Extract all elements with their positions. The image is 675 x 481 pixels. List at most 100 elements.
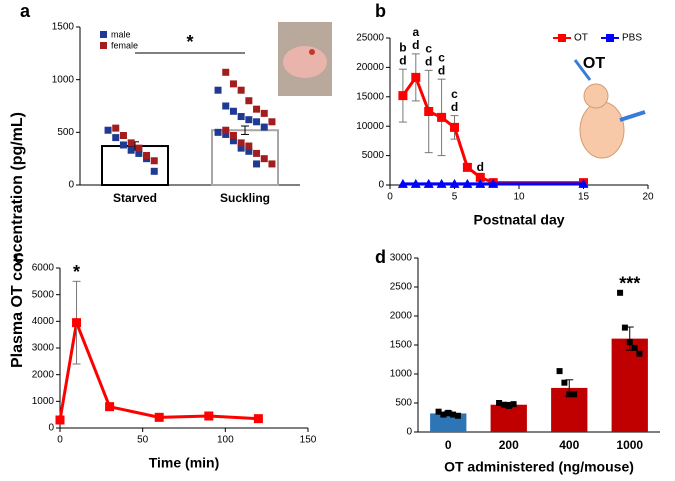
data-point (127, 139, 135, 147)
point-label: d (438, 63, 445, 77)
legend-label: male (111, 29, 131, 39)
data-point (510, 401, 517, 408)
marker (475, 178, 486, 188)
data-point (245, 142, 253, 150)
marker (462, 162, 472, 172)
x-tick-label: 400 (559, 438, 579, 452)
data-point (135, 144, 143, 152)
data-point (229, 80, 237, 88)
x-tick-label: 100 (217, 435, 234, 446)
marker (450, 122, 459, 132)
data-point (496, 400, 503, 406)
point-label: d (412, 38, 419, 52)
y-tick-label: 5000 (362, 150, 385, 161)
y-tick-label: 10000 (356, 121, 384, 132)
y-tick-label: 0 (48, 423, 54, 434)
photo-inset (278, 22, 332, 96)
data-point (571, 391, 578, 398)
y-tick-label: 20000 (356, 62, 384, 73)
y-tick-label: 25000 (356, 33, 384, 44)
data-point (617, 289, 624, 296)
data-point (636, 350, 643, 357)
marker (154, 412, 164, 422)
data-point (237, 139, 245, 147)
point-label: c (438, 50, 445, 64)
y-tick-label: 500 (395, 398, 412, 409)
figure-ylabel: Plasma OT concentration (pg/mL) (9, 112, 26, 368)
y-tick-label: 0 (406, 427, 412, 438)
x-tick-label: 200 (499, 438, 519, 452)
data-point (245, 147, 253, 155)
legend-marker (606, 34, 614, 42)
line (401, 74, 584, 185)
data-point (253, 149, 261, 157)
data-point (260, 109, 268, 117)
data-point (104, 126, 112, 134)
bar (490, 404, 527, 432)
y-tick-label: 500 (57, 127, 74, 138)
panel-letter: d (375, 247, 386, 267)
legend-marker (558, 34, 566, 42)
marker (475, 172, 485, 182)
data-point (237, 113, 245, 121)
marker (253, 414, 263, 424)
x-tick-label: 0 (57, 435, 63, 446)
y-tick-label: 4000 (32, 316, 55, 327)
data-point (245, 116, 253, 124)
y-tick-label: 1500 (390, 340, 413, 351)
point-label: *** (619, 274, 640, 294)
data-point (127, 146, 135, 154)
marker (437, 112, 447, 122)
x-axis-label: OT administered (ng/mouse) (444, 459, 634, 475)
point-label: a (412, 25, 419, 39)
marker (436, 178, 447, 188)
x-tick-label: 15 (578, 192, 590, 203)
data-point (253, 105, 261, 113)
data-point (626, 339, 633, 346)
data-point (119, 131, 127, 139)
data-point (112, 134, 120, 142)
marker (423, 178, 434, 188)
legend-label: female (111, 40, 138, 50)
data-point (237, 86, 245, 94)
marker (398, 91, 408, 101)
y-tick-label: 5000 (32, 289, 55, 300)
legend-label: OT (574, 33, 588, 44)
y-tick-label: 15000 (356, 91, 384, 102)
bar (611, 338, 648, 432)
marker (397, 178, 408, 188)
bar (211, 129, 279, 187)
point-label: * (73, 262, 80, 282)
data-point (214, 86, 222, 94)
marker (488, 178, 499, 188)
point-label: c (451, 87, 458, 101)
data-point (222, 126, 230, 134)
point-label: d (451, 100, 458, 114)
x-tick-label: Suckling (220, 191, 270, 205)
data-point (222, 130, 230, 138)
x-axis-label: Time (min) (149, 455, 220, 471)
legend-swatch (100, 31, 107, 38)
y-tick-label: 3000 (32, 343, 55, 354)
y-tick-label: 1000 (52, 74, 75, 85)
comparison-label: * (186, 32, 193, 52)
mouse-illustration (573, 59, 646, 159)
point-label: d (399, 53, 406, 67)
marker (578, 178, 589, 188)
data-point (229, 137, 237, 145)
y-tick-label: 0 (378, 180, 384, 191)
x-tick-label: 150 (300, 435, 317, 446)
y-tick-label: 1000 (390, 369, 413, 380)
data-point (435, 408, 442, 415)
data-point (500, 401, 507, 408)
data-point (631, 344, 638, 351)
panel-letter: c (14, 247, 24, 267)
data-point (556, 368, 563, 375)
data-point (450, 411, 457, 418)
y-tick-label: 3000 (390, 253, 413, 264)
data-point (454, 412, 461, 419)
line (58, 317, 259, 421)
data-point (143, 152, 151, 160)
data-point (222, 68, 230, 76)
